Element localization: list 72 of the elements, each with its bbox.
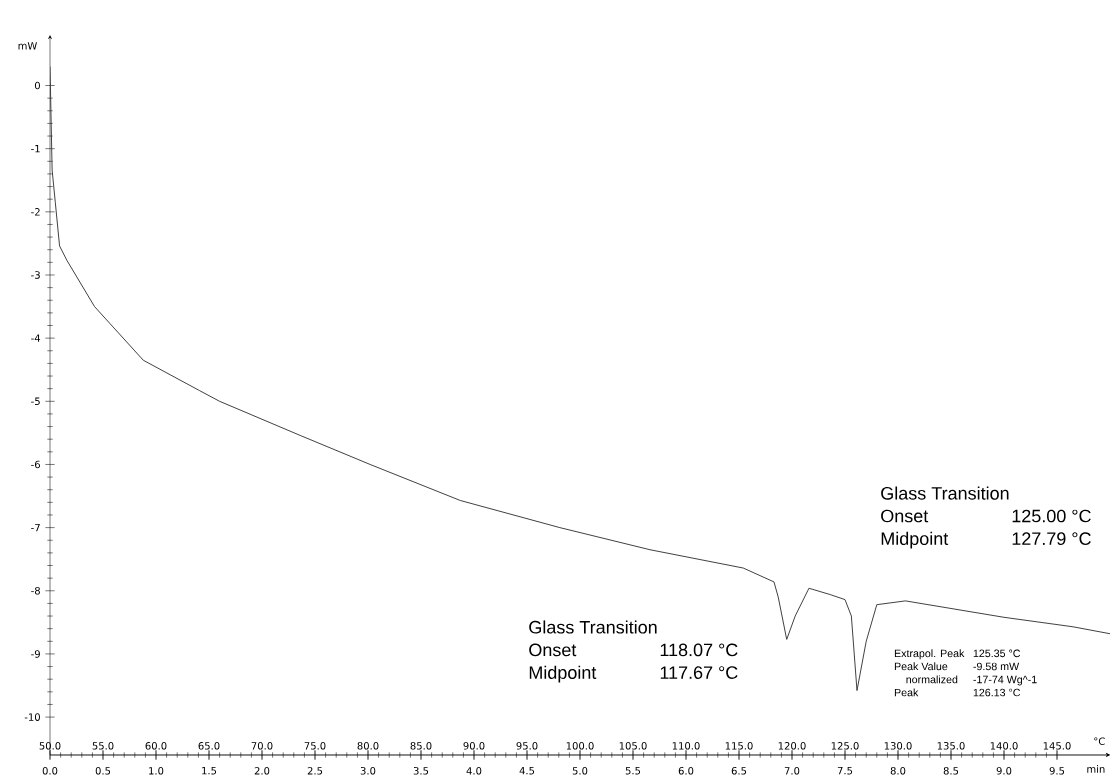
x-tick-label: 95.0 (516, 742, 538, 750)
y-tick-label: -1 (31, 145, 40, 153)
x-tick-label: 65.0 (198, 742, 220, 750)
annotation: Peak Value (894, 662, 948, 671)
x2-tick-label: 7.5 (837, 767, 853, 775)
annotation: Onset (529, 643, 577, 657)
x2-tick-label: 1.5 (202, 767, 217, 775)
x-tick-label: 70.0 (251, 742, 273, 750)
y-tick-label: -3 (31, 271, 40, 279)
x-tick-label: 140.0 (990, 742, 1018, 750)
annotation: -17-74 Wg^-1 (973, 675, 1037, 686)
annotation: 125.00 °C (1012, 509, 1091, 523)
annotation: Glass Transition (529, 620, 657, 634)
y-tick-label: -2 (31, 208, 40, 216)
annotation: 127.79 °C (1012, 532, 1091, 546)
y-tick-label: -4 (31, 334, 41, 342)
annotation: Midpoint (881, 531, 949, 549)
x2-tick-label: 6.5 (731, 767, 747, 775)
x2-tick-label: 5.5 (625, 767, 641, 775)
x2-tick-label: 6.0 (678, 767, 694, 775)
y-tick-label: -7 (31, 523, 40, 532)
x-tick-label: 135.0 (937, 742, 965, 750)
x2-tick-label: 8.0 (890, 767, 906, 775)
x-tick-label: 120.0 (778, 742, 806, 750)
x2-axis-title: min (1087, 765, 1105, 773)
x2-tick-label: 7.0 (784, 767, 800, 775)
annotation: Onset (881, 509, 929, 523)
y-axis-title: mW (18, 42, 37, 50)
x2-tick-label: 0.0 (42, 767, 58, 775)
annotation: 117.67 °C (660, 666, 738, 679)
x2-tick-label: 8.5 (943, 767, 959, 775)
x-tick-label: 75.0 (304, 742, 326, 750)
x-tick-label: 55.0 (92, 742, 114, 750)
x-axis-title: °C (1094, 737, 1105, 745)
x-tick-label: 130.0 (884, 742, 912, 750)
annotation: 125.35 °C (973, 649, 1021, 658)
x2-tick-label: 3.0 (360, 767, 376, 775)
x-tick-label: 125.0 (831, 742, 859, 750)
x2-tick-label: 2.5 (307, 767, 323, 775)
y-tick-label: -5 (31, 397, 40, 406)
x2-tick-label: 0.5 (95, 767, 111, 775)
x-tick-label: 80.0 (357, 742, 379, 750)
annotation: -9.58 mW (973, 662, 1020, 671)
x2-tick-label: 3.5 (413, 767, 429, 775)
y-tick-label: 0 (34, 81, 40, 90)
x-tick-label: 100.0 (566, 742, 594, 750)
annotation: Extrapol. Peak (894, 649, 965, 660)
x2-tick-label: 2.0 (254, 767, 270, 775)
x2-tick-label: 4.0 (466, 767, 482, 775)
y-tick-label: -8 (31, 586, 40, 595)
x2-tick-label: 1.0 (149, 767, 164, 775)
y-tick-label: -10 (24, 713, 40, 721)
annotation: Midpoint (529, 665, 597, 683)
x2-tick-label: 4.5 (519, 767, 535, 775)
x-tick-label: 145.0 (1043, 742, 1071, 750)
x-tick-label: 105.0 (619, 742, 647, 750)
x2-tick-label: 9.5 (1049, 767, 1065, 775)
annotation: normalized (906, 675, 958, 684)
annotation: 118.07 °C (660, 643, 738, 657)
y-tick-label: -6 (31, 460, 40, 469)
y-tick-label: -9 (31, 650, 40, 658)
annotation: 126.13 °C (973, 688, 1021, 697)
x-tick-label: 110.0 (672, 742, 700, 750)
x-tick-label: 115.0 (725, 742, 753, 750)
annotation: Glass Transition (881, 486, 1009, 500)
x-tick-label: 85.0 (410, 742, 432, 750)
x-tick-label: 50.0 (39, 742, 61, 750)
x-tick-label: 90.0 (463, 742, 485, 750)
x-tick-label: 60.0 (145, 742, 167, 750)
annotation: Peak (894, 688, 919, 697)
x2-tick-label: 9.0 (996, 767, 1012, 775)
x2-tick-label: 5.0 (572, 767, 588, 775)
